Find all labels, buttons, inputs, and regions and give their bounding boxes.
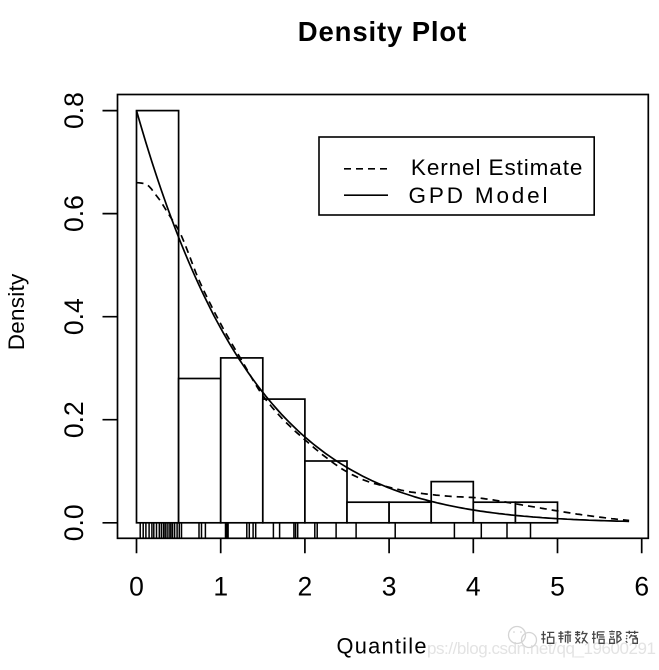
svg-text:ps://blog.csdn.net/qq_19600291: ps://blog.csdn.net/qq_19600291 (427, 639, 656, 658)
svg-text:5: 5 (550, 572, 565, 602)
svg-text:0.0: 0.0 (59, 504, 89, 541)
svg-text:Density Plot: Density Plot (298, 16, 467, 47)
svg-text:0.4: 0.4 (59, 298, 89, 335)
svg-text:0.6: 0.6 (59, 195, 89, 232)
svg-text:GPD Model: GPD Model (409, 183, 548, 208)
svg-text:3: 3 (382, 572, 397, 602)
svg-text:1: 1 (213, 572, 228, 602)
svg-text:0: 0 (129, 572, 144, 602)
svg-text:6: 6 (634, 572, 649, 602)
svg-text:0.2: 0.2 (59, 401, 89, 438)
svg-text:2: 2 (298, 572, 313, 602)
svg-text:Kernel Estimate: Kernel Estimate (411, 155, 583, 180)
svg-text:Quantile: Quantile (337, 634, 427, 659)
svg-text:Density: Density (4, 273, 29, 350)
svg-text:0.8: 0.8 (59, 92, 89, 129)
svg-text:4: 4 (466, 572, 481, 602)
